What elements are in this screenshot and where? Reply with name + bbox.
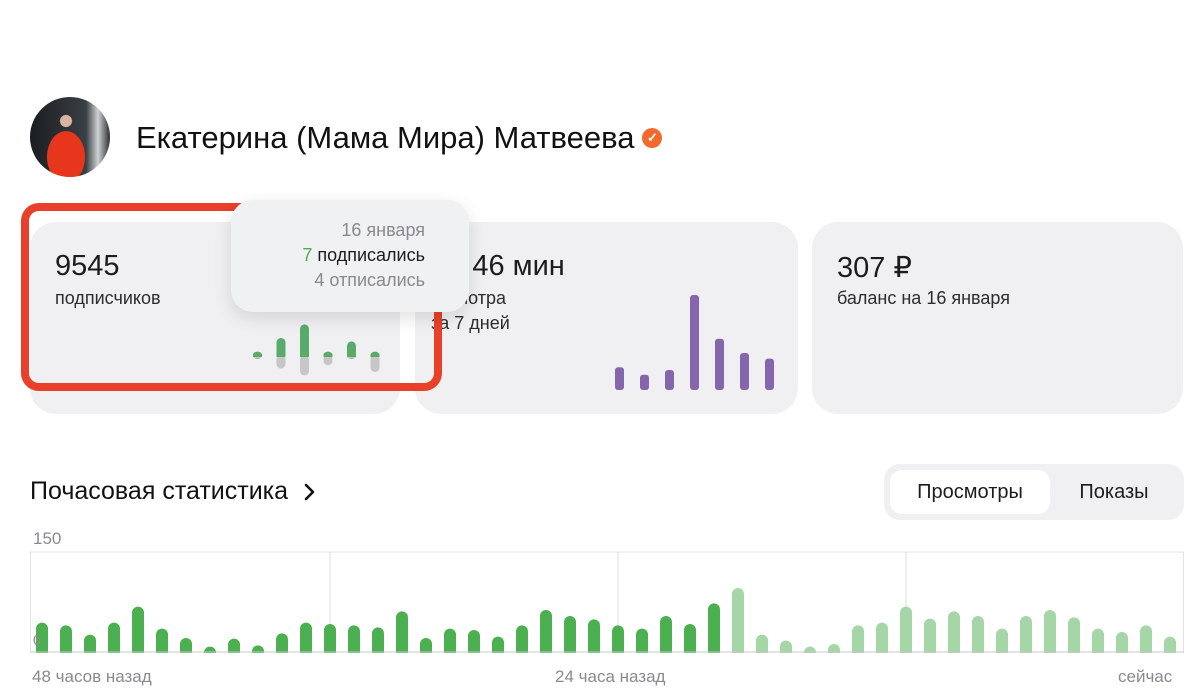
hourly-bar [108, 622, 120, 654]
hourly-stats-title: Почасовая статистика [30, 477, 289, 505]
hourly-bar [444, 628, 456, 654]
views-bar [615, 367, 624, 390]
hourly-bar [996, 628, 1008, 654]
views-card[interactable]: 3 ч 46 мин просмотра за 7 дней [415, 222, 798, 414]
hourly-bar [1068, 617, 1080, 654]
profile-name: Екатерина (Мама Мира) Матвеева ✓ [136, 120, 663, 156]
views-bar [715, 338, 724, 390]
tooltip-unsubscribed-count: 4 [314, 270, 325, 290]
hourly-bar [228, 638, 240, 654]
hourly-bar [732, 588, 744, 654]
hourly-bar [756, 634, 768, 654]
hourly-bar [684, 624, 696, 654]
hourly-bar [1092, 628, 1104, 654]
hourly-bar [84, 634, 96, 654]
hourly-bar [180, 638, 192, 654]
hourly-bar [276, 633, 288, 654]
subscribed-bar-base [370, 354, 380, 357]
views-bar [640, 374, 649, 390]
hourly-bar [540, 610, 552, 654]
hourly-bar [1140, 625, 1152, 654]
hourly-bar [492, 636, 504, 654]
x-label-start: 48 часов назад [32, 667, 152, 686]
hourly-bar [300, 622, 312, 654]
balance-card[interactable]: 307 ₽ баланс на 16 января [812, 222, 1183, 414]
hourly-bar [900, 606, 912, 654]
hourly-bar [372, 627, 384, 654]
hourly-bar [1116, 632, 1128, 654]
balance-value: 307 ₽ [837, 252, 912, 284]
y-tick-zero: 0 [33, 632, 42, 649]
hourly-bar [396, 611, 408, 654]
subscribers-label: подписчиков [55, 288, 161, 308]
hourly-bar [708, 603, 720, 654]
tooltip-date: 16 января [341, 220, 425, 240]
hourly-bar [468, 630, 480, 654]
views-period: за 7 дней [431, 313, 510, 333]
hourly-bar [132, 606, 144, 654]
hourly-bar [780, 640, 792, 654]
unsubscribed-bar [370, 355, 380, 372]
hourly-bar [348, 625, 360, 654]
views-bar [665, 370, 674, 390]
unsubscribed-bar [276, 355, 286, 369]
profile-name-text: Екатерина (Мама Мира) Матвеева [136, 120, 635, 155]
chart-frame [30, 551, 1184, 653]
hourly-bar [612, 625, 624, 654]
hourly-bar [252, 645, 264, 654]
views-bar [740, 352, 749, 390]
tooltip-subscribed-count: 7 [302, 245, 313, 265]
subscribed-bar-base [253, 354, 262, 357]
subscribed-bar [300, 324, 309, 359]
hourly-bar [420, 638, 432, 654]
subscribed-bar [276, 338, 286, 359]
hourly-bar [924, 618, 936, 654]
hourly-bar [660, 616, 672, 654]
hourly-bar [564, 616, 576, 654]
views-bar [690, 295, 699, 390]
tooltip-unsubscribed-label: отписались [329, 270, 425, 290]
hourly-bar [588, 619, 600, 654]
hourly-chart [30, 551, 1185, 654]
x-label-end: сейчас [1118, 667, 1173, 686]
chevron-right-icon [304, 483, 315, 500]
tab-views[interactable]: Просмотры [890, 470, 1050, 514]
y-tick-max: 150 [33, 529, 62, 548]
hourly-bar [156, 628, 168, 654]
hourly-bar [636, 628, 648, 654]
views-mini-chart [615, 295, 774, 390]
hourly-bar [1020, 616, 1032, 654]
hourly-bar [36, 622, 48, 654]
unsubscribed-bar [300, 355, 309, 376]
hourly-bar [1164, 636, 1176, 654]
subscribed-bar-base [323, 354, 333, 357]
balance-label: баланс на 16 января [837, 288, 1010, 308]
hourly-bar [204, 646, 216, 654]
avatar[interactable] [30, 97, 110, 177]
hourly-bar [852, 625, 864, 654]
unsubscribed-bar [323, 355, 333, 366]
subscribed-bar-base [347, 354, 356, 357]
hourly-bar [876, 622, 888, 654]
verified-check-icon: ✓ [642, 128, 663, 148]
hourly-bar [60, 625, 72, 654]
subscribed-bar-base [300, 354, 309, 357]
tooltip-subscribed-label: подписались [317, 245, 425, 265]
hourly-stats-link[interactable]: Почасовая статистика [30, 477, 316, 506]
subscribed-bar-base [276, 354, 286, 357]
hourly-bar [516, 625, 528, 654]
subscribers-value: 9545 [55, 250, 120, 282]
subscribers-mini-chart [253, 324, 380, 376]
hourly-bar [972, 616, 984, 654]
hourly-bar [324, 624, 336, 654]
x-label-middle: 24 часа назад [555, 667, 666, 686]
metric-toggle[interactable]: Просмотры Показы [884, 464, 1184, 520]
tab-impressions[interactable]: Показы [1079, 480, 1149, 503]
views-bar [765, 358, 774, 390]
hourly-bar [1044, 610, 1056, 654]
tooltip: 16 января 7 подписались 4 отписались [231, 200, 469, 312]
hourly-bar [948, 611, 960, 654]
hourly-bar [804, 646, 816, 654]
